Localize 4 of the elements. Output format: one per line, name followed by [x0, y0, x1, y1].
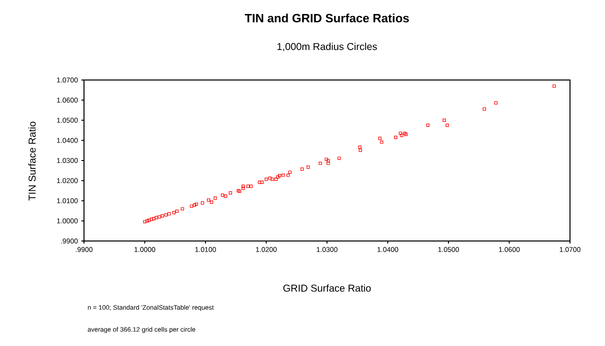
chart-subtitle: 1,000m Radius Circles: [277, 42, 377, 52]
x-axis-title: GRID Surface Ratio: [283, 284, 371, 292]
chart-title: TIN and GRID Surface Ratios: [244, 14, 409, 22]
y-axis-title: TIN Surface Ratio: [28, 122, 36, 201]
